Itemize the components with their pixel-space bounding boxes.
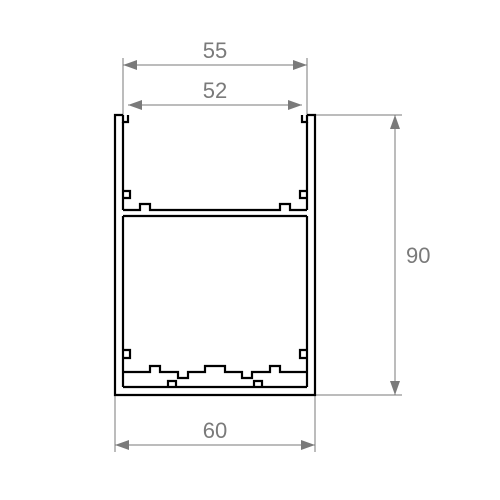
dimension-52: 52 — [128, 78, 302, 110]
extrusion-profile — [115, 115, 315, 395]
dim-60-label: 60 — [203, 418, 227, 443]
profile-dimension-drawing: 55 52 90 60 — [0, 0, 500, 500]
dim-90-label: 90 — [406, 243, 430, 268]
dimension-55: 55 — [123, 38, 307, 115]
dimension-90: 90 — [315, 115, 430, 395]
dim-52-label: 52 — [203, 78, 227, 103]
dimension-60: 60 — [115, 395, 315, 452]
dim-55-label: 55 — [203, 38, 227, 63]
